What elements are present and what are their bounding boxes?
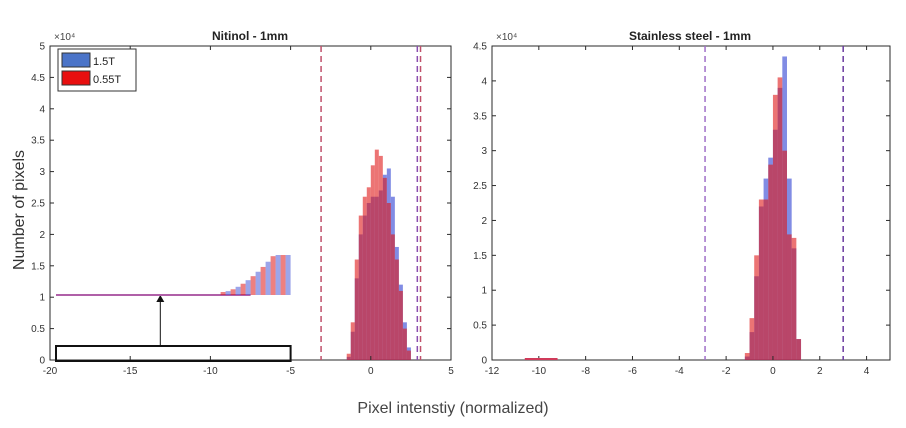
- stainless-steel-exponent: ×10⁴: [496, 32, 517, 43]
- stainless-steel-bar-0-55t: [782, 150, 787, 360]
- nitinol-y-tick-label: 1.5: [31, 261, 45, 272]
- inset-bar: [265, 261, 271, 295]
- legend-label-1-5t: 1.5T: [93, 56, 115, 68]
- nitinol-y-tick-label: 4: [39, 104, 45, 115]
- inset-bar: [250, 276, 256, 295]
- stainless-steel-bar-0-55t: [786, 234, 792, 360]
- stainless-steel-y-tick-label: 3: [481, 146, 487, 157]
- inset-bar: [280, 255, 286, 295]
- stainless-steel-bar-0-55t: [777, 77, 783, 361]
- nitinol-x-tick-label: -15: [123, 366, 138, 377]
- nitinol-histogram: Nitinol - 1mm ×10⁴ -20 -15 -10 -5 0 5 0 0.5 1 1.5…: [31, 29, 454, 377]
- nitinol-y-tick-label: 4.5: [31, 73, 45, 84]
- nitinol-bar-0-55t: [346, 353, 351, 360]
- stainless-steel-bar-0-55t: [768, 164, 773, 360]
- zoom-selection-box: [55, 345, 292, 362]
- nitinol-bar-0-55t: [402, 328, 407, 360]
- stainless-steel-axes-box: [491, 45, 891, 361]
- zoom-arrow-head: [156, 295, 165, 302]
- inset-bar: [275, 255, 281, 295]
- stainless-steel-y-tick-label: 0.5: [473, 321, 487, 332]
- nitinol-bar-0-55t: [362, 196, 367, 360]
- legend: 1.5T 0.55T: [57, 48, 137, 92]
- inset-bar: [245, 280, 251, 295]
- stainless-steel-x-tick-label: -12: [485, 366, 500, 377]
- nitinol-x-tick-label: -5: [286, 366, 295, 377]
- stainless-steel-bar-0-55t: [791, 237, 797, 360]
- stainless-steel-y-tick-label: 3.5: [473, 111, 487, 122]
- inset-bar: [255, 271, 261, 295]
- nitinol-y-tick-label: 5: [39, 42, 45, 53]
- y-axis-label-box: Number of pixels: [11, 150, 28, 270]
- nitinol-bar-0-55t: [406, 350, 411, 360]
- inset-bar: [235, 286, 241, 295]
- stainless-steel-histogram: Stainless steel - 1mm ×10⁴ -12 -10 -8 -6 -4 -…: [473, 29, 891, 377]
- nitinol-bar-0-55t: [386, 203, 391, 360]
- stainless-steel-y-tick-label: 4.5: [473, 42, 487, 53]
- nitinol-x-tick-label: -10: [203, 366, 218, 377]
- stainless-steel-bar-0-55t: [763, 199, 769, 360]
- nitinol-bar-0-55t: [394, 259, 399, 360]
- nitinol-y-tick-label: 2.5: [31, 199, 45, 210]
- nitinol-y-tick-label: 1: [39, 293, 45, 304]
- inset-bar: [230, 289, 236, 295]
- inset-bar: [240, 283, 246, 295]
- inset-bar: [270, 256, 276, 295]
- legend-label-0-55t: 0.55T: [93, 74, 121, 86]
- nitinol-y-tick-label: 0.5: [31, 324, 45, 335]
- stainless-steel-x-tick-label: -8: [581, 366, 590, 377]
- nitinol-title: Nitinol - 1mm: [212, 29, 288, 43]
- stainless-steel-title: Stainless steel - 1mm: [629, 29, 751, 43]
- stainless-steel-y-tick-label: 2.5: [473, 181, 487, 192]
- inset-bar: [220, 292, 226, 295]
- nitinol-bar-0-55t: [354, 259, 359, 360]
- stainless-steel-y-tick-label: 0: [481, 356, 487, 367]
- nitinol-x-tick-label: 5: [448, 366, 454, 377]
- x-axis-label: Pixel intenstiy (normalized): [357, 400, 549, 417]
- stainless-steel-bar-0-55t: [758, 199, 764, 360]
- stainless-steel-y-tick-label: 2: [481, 216, 487, 227]
- stainless-steel-x-tick-label: -6: [628, 366, 637, 377]
- nitinol-bar-0-55t: [358, 215, 363, 360]
- legend-swatch-0-55t: [61, 70, 91, 86]
- nitinol-y-tick-label: 2: [39, 230, 45, 241]
- stainless-steel-y-tick-label: 1: [481, 286, 487, 297]
- nitinol-bar-0-55t: [374, 149, 379, 360]
- stainless-steel-bar-0-55t: [744, 353, 750, 360]
- stainless-steel-x-tick-label: -4: [675, 366, 684, 377]
- stainless-steel-x-tick-label: -10: [532, 366, 547, 377]
- stainless-steel-x-tick-label: 4: [864, 366, 870, 377]
- nitinol-bar-0-55t: [382, 177, 387, 360]
- nitinol-y-tick-label: 0: [39, 356, 45, 367]
- legend-swatch-1-5t: [61, 52, 91, 68]
- nitinol-bar-0-55t: [398, 290, 403, 360]
- inset-bar: [260, 266, 266, 295]
- nitinol-x-tick-label: -20: [43, 366, 58, 377]
- nitinol-y-tick-label: 3.5: [31, 136, 45, 147]
- stainless-steel-x-tick-label: -2: [722, 366, 731, 377]
- nitinol-y-tick-label: 3: [39, 167, 45, 178]
- inset-bar: [225, 291, 231, 295]
- stainless-steel-y-tick-label: 4: [481, 76, 487, 87]
- nitinol-bar-0-55t: [370, 165, 375, 360]
- nitinol-bar-0-55t: [378, 155, 383, 360]
- nitinol-bar-0-55t: [366, 187, 371, 360]
- stainless-steel-x-tick-label: 2: [817, 366, 823, 377]
- stainless-steel-x-tick-label: 0: [770, 366, 776, 377]
- nitinol-x-tick-label: 0: [368, 366, 374, 377]
- y-axis-label: Number of pixels: [11, 150, 28, 270]
- inset-bar: [285, 255, 291, 295]
- stainless-steel-y-tick-label: 1.5: [473, 251, 487, 262]
- stainless-steel-bar-0-55t: [754, 255, 759, 360]
- nitinol-exponent: ×10⁴: [54, 32, 75, 43]
- stainless-steel-bar-0-55t: [749, 318, 755, 360]
- stainless-steel-bar-0-55t: [772, 94, 778, 360]
- stainless-steel-bar-0-55t: [796, 339, 802, 360]
- nitinol-bar-0-55t: [390, 234, 395, 360]
- nitinol-bar-0-55t: [350, 322, 355, 360]
